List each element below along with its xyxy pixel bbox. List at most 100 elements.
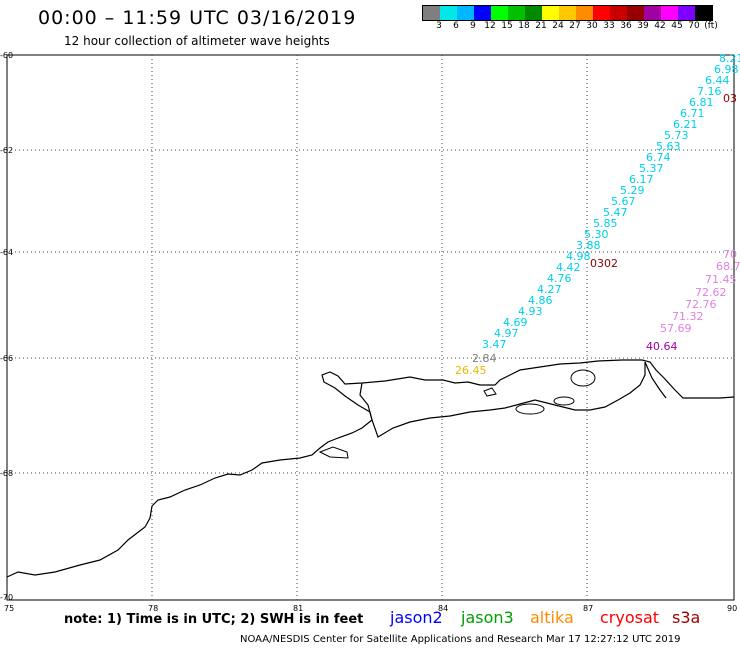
legend-swatch: [644, 6, 661, 20]
lon-label: 84: [438, 604, 449, 613]
wave-height-label: 26.45: [455, 364, 487, 377]
wave-height-label: 40.64: [646, 340, 678, 353]
legend-swatch: [491, 6, 508, 20]
wave-height-label: 57.69: [660, 322, 692, 335]
lon-label: 81: [293, 604, 304, 613]
lon-label: 87: [583, 604, 594, 613]
glacier-line: [644, 361, 667, 399]
satellite-jason3: jason3: [461, 608, 514, 627]
wave-height-label: 5.29: [620, 184, 645, 197]
legend-swatch: [508, 6, 525, 20]
lat-label: -64: [0, 248, 14, 257]
legend-swatch: [576, 6, 593, 20]
legend-swatch: [559, 6, 576, 20]
wave-height-label: 7.16: [697, 85, 722, 98]
legend-label: 36: [620, 21, 632, 31]
lat-label: -62: [0, 146, 14, 155]
wave-height-label: 4.98: [566, 250, 591, 263]
wave-height-label: 4.27: [537, 283, 562, 296]
wave-height-label: 5.30: [584, 228, 609, 241]
wave-height-label: 72.76: [685, 298, 717, 311]
legend-label: 21: [535, 21, 547, 31]
wave-height-label: 6.98: [714, 63, 739, 76]
legend-label: 9: [470, 21, 476, 31]
graticule: [7, 55, 734, 600]
legend-label: (ft): [704, 21, 718, 31]
wave-height-label: 6.44: [705, 74, 730, 87]
color-legend: [422, 5, 713, 21]
island: [570, 369, 596, 387]
legend-label: 3: [436, 21, 442, 31]
wave-height-label: 0302: [590, 257, 618, 270]
coastline: [6, 359, 735, 578]
wave-height-label: 4.93: [518, 305, 543, 318]
legend-swatch: [610, 6, 627, 20]
legend-swatch: [695, 6, 712, 20]
wave-height-label: 4.69: [503, 316, 528, 329]
legend-swatch: [678, 6, 695, 20]
units-note: note: 1) Time is in UTC; 2) SWH is in fe…: [64, 612, 364, 627]
legend-label: 6: [453, 21, 459, 31]
wave-height-label: 3.47: [482, 338, 507, 351]
legend-swatch: [542, 6, 559, 20]
wave-height-label: 6.21: [673, 118, 698, 131]
legend-label: 24: [552, 21, 564, 31]
wave-height-label: 71.32: [672, 310, 704, 323]
wave-height-label: 03: [723, 92, 737, 105]
wave-height-label: 5.73: [664, 129, 689, 142]
legend-swatch: [593, 6, 610, 20]
legend-label: 42: [654, 21, 666, 31]
wave-height-label: 5.37: [639, 162, 664, 175]
island: [515, 403, 545, 415]
wave-height-label: 70: [723, 248, 737, 261]
lat-label: -70: [0, 593, 14, 602]
legend-label: 70: [688, 21, 700, 31]
wave-height-label: 5.47: [603, 206, 628, 219]
ice-shelf-outline: [359, 362, 646, 438]
satellite-cryosat: cryosat: [600, 608, 660, 627]
legend-label: 39: [637, 21, 649, 31]
wave-height-label: 4.76: [547, 272, 572, 285]
map-title: 00:00 – 11:59 UTC 03/16/2019: [38, 7, 357, 29]
wave-height-label: 6.81: [689, 96, 714, 109]
legend-labels: 3 6 9 12 15 18 21 24 27 30 33 36 39 42 45 70 (ft): [422, 21, 740, 35]
wave-height-label: 4.97: [494, 327, 519, 340]
legend-label: 15: [501, 21, 513, 31]
wave-height-label: 71.45: [705, 273, 737, 286]
legend-swatch: [423, 6, 440, 20]
legend-label: 30: [586, 21, 598, 31]
island: [553, 396, 575, 406]
wave-height-label: 6.17: [629, 173, 654, 186]
legend-swatch: [661, 6, 678, 20]
wave-height-label: 6.71: [680, 107, 705, 120]
island: [483, 387, 497, 397]
footer-credit: NOAA/NESDIS Center for Satellite Applica…: [240, 634, 681, 645]
wave-height-label: 5.67: [611, 195, 636, 208]
legend-label: 18: [518, 21, 530, 31]
legend-label: 45: [671, 21, 683, 31]
wave-height-label: 2.84: [472, 352, 497, 365]
legend-label: 33: [603, 21, 615, 31]
island: [318, 446, 349, 459]
map-subtitle: 12 hour collection of altimeter wave hei…: [64, 34, 330, 48]
lat-label: -66: [0, 354, 14, 363]
lon-label: 90: [727, 604, 738, 613]
legend-label: 12: [484, 21, 496, 31]
wave-height-label: 72.62: [695, 286, 727, 299]
wave-height-label: 4.42: [556, 261, 581, 274]
lon-label: 78: [148, 604, 159, 613]
wave-height-label: 8.21: [719, 52, 740, 65]
map-frame: [6, 54, 735, 601]
wave-height-label: 68.7: [716, 260, 740, 273]
wave-height-label: 3.88: [576, 239, 601, 252]
legend-swatch: [440, 6, 457, 20]
lat-label: -68: [0, 469, 14, 478]
wave-height-label: 5.63: [656, 140, 681, 153]
satellite-jason2: jason2: [390, 608, 443, 627]
wave-height-label: 4.86: [528, 294, 553, 307]
legend-swatch: [627, 6, 644, 20]
satellite-altika: altika: [530, 608, 574, 627]
legend-swatch: [474, 6, 491, 20]
satellite-s3a: s3a: [672, 608, 701, 627]
